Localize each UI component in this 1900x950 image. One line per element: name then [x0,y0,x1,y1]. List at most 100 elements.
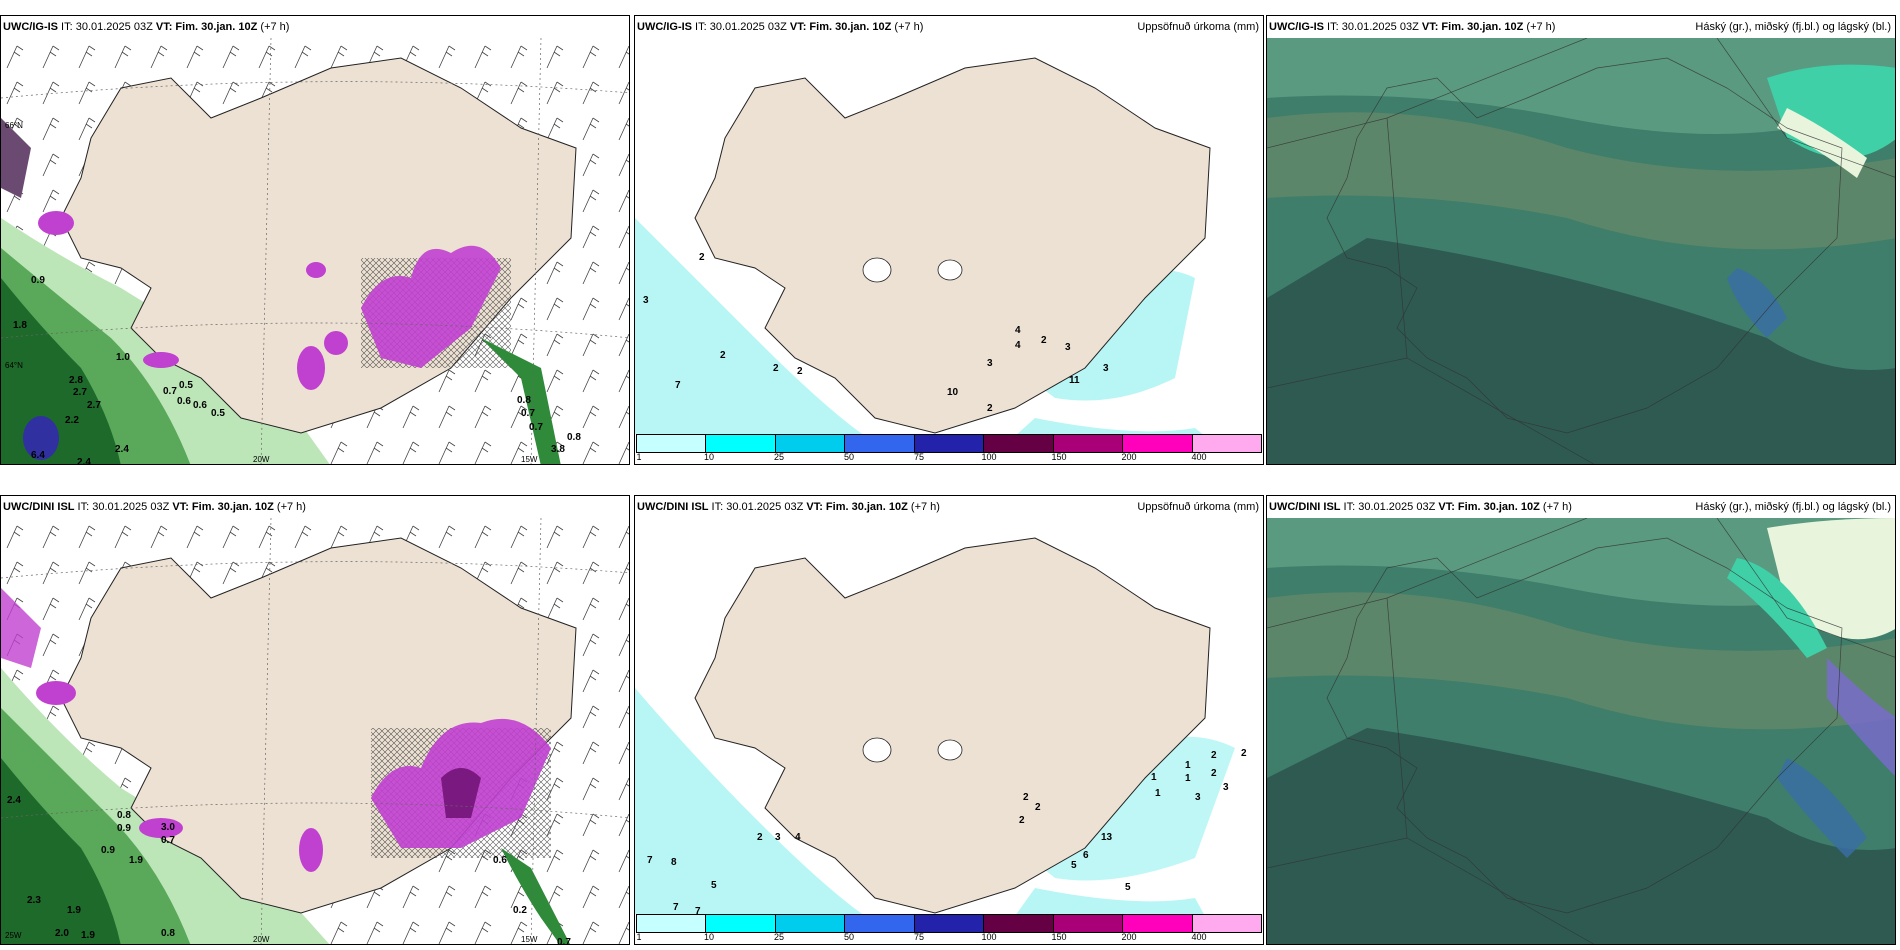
map-annotation: 0.8 [567,432,581,443]
map-annotation: 2 [1019,815,1025,826]
legend-label: 25 [773,452,785,462]
model-name: UWC/IG-IS [637,21,692,33]
map-annotation: 1.0 [116,352,130,363]
map-annotation: 3 [1195,792,1201,803]
legend-label: 75 [913,932,925,942]
legend-label: 100 [981,932,997,942]
legend-swatch [1123,435,1193,452]
map-annotation: 3 [775,832,781,843]
map-annotation: 0.7 [161,835,175,846]
map-annotation: 1.9 [81,930,95,941]
panel-header: UWC/IG-IS IT: 30.01.2025 03Z VT: Fim. 30… [1267,16,1895,38]
legend-label: 10 [703,452,715,462]
map-annotation: 2 [1241,748,1247,759]
map-annotation: 7 [647,855,653,866]
panel-cloud-bottom: UWC/DINI ISL IT: 30.01.2025 03Z VT: Fim.… [1266,495,1896,945]
panel-title: Háský (gr.), miðský (fj.bl.) og lágský (… [1695,501,1891,513]
map-annotation: 3.0 [161,822,175,833]
precip-legend: 1 10 25 50 75 100 150 200 400 [635,914,1263,944]
map-annotation: 0.7 [557,937,571,945]
legend-label: 150 [1051,932,1067,942]
map-annotation: 0.8 [161,928,175,939]
panel-header: UWC/DINI ISL IT: 30.01.2025 03Z VT: Fim.… [1267,496,1895,518]
map-annotation: 3.8 [551,444,565,455]
map-annotation: 1.9 [67,905,81,916]
map-annotation: 4 [1015,340,1021,351]
precip-legend: 1 10 25 50 75 100 150 200 400 [635,434,1263,464]
map-annotation: 2 [773,363,779,374]
panel-precip-top: UWC/IG-IS IT: 30.01.2025 03Z VT: Fim. 30… [634,15,1264,465]
panel-wind-bottom: UWC/DINI ISL IT: 30.01.2025 03Z VT: Fim.… [0,495,630,945]
legend-swatch [845,435,915,452]
lon-label: 20W [253,455,270,464]
map-annotation: 2 [987,403,993,414]
map-annotation: 2.3 [27,895,41,906]
map-annotation: 2.4 [77,457,91,465]
map-annotation: 2 [1211,768,1217,779]
map-annotation: 10 [947,387,959,398]
legend-label: 400 [1191,932,1207,942]
legend-swatch [914,435,985,452]
map-annotation: 3 [1103,363,1109,374]
map-annotation: 1 [1185,760,1191,771]
legend-label: 100 [981,452,997,462]
legend-label: 200 [1121,932,1137,942]
legend-swatch [1192,915,1261,932]
legend-label: 75 [913,452,925,462]
map-annotation: 7 [695,906,701,917]
map-annotation: 0.6 [177,396,191,407]
panel-title: Uppsöfnuð úrkoma (mm) [1137,21,1259,33]
map-annotation: 0.7 [529,422,543,433]
panel-precip-bottom: UWC/DINI ISL IT: 30.01.2025 03Z VT: Fim.… [634,495,1264,945]
map-annotation: 1.8 [13,320,27,331]
legend-label: 25 [773,932,785,942]
panel-cloud-top: UWC/IG-IS IT: 30.01.2025 03Z VT: Fim. 30… [1266,15,1896,465]
panel-title: Uppsöfnuð úrkoma (mm) [1137,501,1259,513]
map-annotation: 0.6 [193,400,207,411]
model-name: UWC/DINI ISL [1269,501,1341,513]
precip-map: 7 8 5 7 7 2 3 4 2 2 2 13 6 5 5 1 1 1 2 1… [635,537,1247,917]
map-annotation: 2 [1041,335,1047,346]
legend-swatch [706,435,776,452]
map-annotation: 2.0 [55,928,69,939]
lat-label: 64°N [5,361,23,370]
map-annotation: 2 [699,252,705,263]
map-annotation: 8 [671,857,677,868]
map-annotation: 1.9 [129,855,143,866]
legend-swatch [1053,435,1124,452]
map-annotation: 5 [711,880,717,891]
lon-label: 25W [5,931,22,940]
model-name: UWC/IG-IS [3,21,58,33]
model-name: UWC/DINI ISL [3,501,75,513]
precip-map: 2 3 2 7 2 2 10 2 3 4 4 2 3 11 3 4 2 [635,57,1211,453]
legend-label: 10 [703,932,715,942]
map-annotation: 13 [1101,832,1113,843]
map-annotation: 0.8 [117,810,131,821]
legend-swatch [706,915,776,932]
map-annotation: 6 [1083,850,1089,861]
legend-label: 1 [636,452,642,462]
legend-label: 400 [1191,452,1207,462]
legend-swatch [914,915,985,932]
wind-map: 25W 20W 15W 2.4 0.8 0.9 3.0 0.7 1.9 0.9 … [1,518,629,945]
legend-label: 1 [636,932,642,942]
lat-label: 66°N [5,121,23,130]
map-annotation: 4 [795,832,801,843]
map-annotation: 1 [1155,788,1161,799]
legend-swatch [637,435,707,452]
map-annotation: 6.4 [31,450,45,461]
map-annotation: 3 [1065,342,1071,353]
map-annotation: 3 [987,358,993,369]
legend-color-bar [636,914,1262,933]
panel-title: Háský (gr.), miðský (fj.bl.) og lágský (… [1695,21,1891,33]
map-annotation: 11 [1069,375,1080,386]
cloud-map [1267,38,1895,464]
legend-swatch [775,915,846,932]
map-annotation: 0.5 [211,408,225,419]
legend-swatch [845,915,915,932]
map-annotation: 7 [675,380,681,391]
map-annotation: 2 [757,832,763,843]
panel-header: UWC/IG-IS IT: 30.01.2025 03Z VT: Fim. 30… [1,16,629,38]
legend-swatch [1123,915,1193,932]
lon-label: 20W [253,935,270,944]
